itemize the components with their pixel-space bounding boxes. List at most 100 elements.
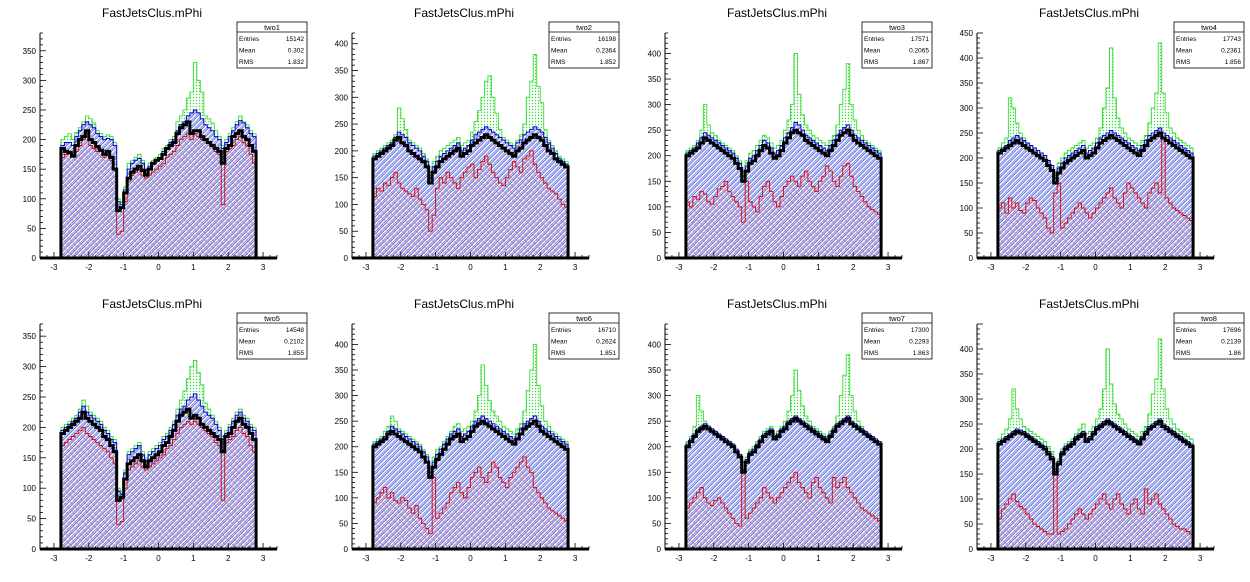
y-tick-label: 300 — [335, 392, 349, 401]
x-tick-label: 2 — [1163, 554, 1168, 563]
histogram-pad: FastJetsClus.mPhi -3 -2 -1 0 1 2 3 0 50 100 150 200 2… — [625, 291, 937, 582]
x-tick-label: -1 — [1057, 554, 1065, 563]
histogram-svg: FastJetsClus.mPhi -3 -2 -1 0 1 2 3 0 50 100 150 200 2… — [648, 6, 933, 272]
stats-value: 1.86 — [1228, 350, 1241, 357]
stats-label: Mean — [239, 339, 256, 346]
histogram-series-black — [352, 133, 589, 260]
x-tick-label: 2 — [1163, 263, 1168, 272]
stats-label: Mean — [1176, 339, 1193, 346]
y-tick-label: 0 — [32, 545, 37, 554]
y-tick-label: 100 — [335, 494, 349, 503]
y-tick-label: 350 — [335, 366, 349, 375]
histogram-svg: FastJetsClus.mPhi -3 -2 -1 0 1 2 3 0 50 100 150 200 2… — [960, 297, 1245, 563]
histogram-pad: FastJetsClus.mPhi -3 -2 -1 0 1 2 3 0 50 100 150 200 2… — [937, 291, 1249, 582]
x-tick-label: -3 — [987, 554, 995, 563]
x-tick-label: -1 — [1057, 263, 1065, 272]
stats-value: 17571 — [911, 36, 929, 43]
x-tick-label: 3 — [573, 554, 578, 563]
y-tick-label: 50 — [27, 515, 36, 524]
y-tick-label: 300 — [335, 93, 349, 102]
stats-name: two2 — [576, 23, 592, 32]
stats-name: two8 — [1201, 314, 1217, 323]
stats-label: Entries — [239, 36, 260, 43]
stats-value: 1.867 — [913, 59, 930, 66]
stats-label: RMS — [239, 59, 254, 66]
stats-value: 1.863 — [913, 350, 930, 357]
histogram-series-red — [40, 420, 277, 550]
y-tick-label: 250 — [23, 393, 37, 402]
y-tick-label: 0 — [32, 254, 37, 263]
histogram-svg: FastJetsClus.mPhi -3 -2 -1 0 1 2 3 0 50 100 150 200 2… — [335, 297, 620, 563]
y-tick-label: 150 — [648, 177, 662, 186]
x-tick-label: 2 — [538, 263, 543, 272]
y-tick-label: 100 — [335, 200, 349, 209]
histogram-pad: FastJetsClus.mPhi -3 -2 -1 0 1 2 3 0 50 100 150 200 2… — [312, 0, 624, 291]
y-tick-label: 250 — [960, 129, 974, 138]
x-tick-label: 1 — [503, 263, 508, 272]
y-tick-label: 350 — [960, 79, 974, 88]
x-tick-label: 1 — [816, 263, 821, 272]
y-tick-label: 150 — [960, 470, 974, 479]
y-tick-label: 400 — [960, 54, 974, 63]
y-tick-label: 0 — [969, 254, 974, 263]
x-tick-label: 3 — [261, 263, 266, 272]
y-tick-label: 200 — [648, 152, 662, 161]
x-tick-label: 3 — [261, 554, 266, 563]
y-tick-label: 250 — [335, 417, 349, 426]
stats-label: RMS — [864, 350, 879, 357]
stats-label: RMS — [1176, 59, 1191, 66]
x-tick-label: 0 — [156, 263, 161, 272]
stats-name: two4 — [1201, 23, 1217, 32]
y-tick-label: 100 — [648, 494, 662, 503]
stats-value: 0.2361 — [1221, 48, 1241, 55]
x-tick-label: -2 — [85, 263, 93, 272]
y-tick-label: 350 — [648, 75, 662, 84]
chart-title: FastJetsClus.mPhi — [414, 297, 514, 311]
stats-value: 0.2293 — [909, 339, 929, 346]
stats-value: 0.2624 — [596, 339, 616, 346]
x-tick-label: -3 — [362, 554, 370, 563]
histogram-pad: FastJetsClus.mPhi -3 -2 -1 0 1 2 3 0 50 100 150 200 2… — [937, 0, 1249, 291]
stats-value: 17300 — [911, 327, 929, 334]
x-tick-label: 2 — [226, 263, 231, 272]
chart-title: FastJetsClus.mPhi — [102, 6, 202, 20]
stats-value: 16710 — [598, 327, 616, 334]
x-tick-label: 1 — [503, 554, 508, 563]
stats-label: Entries — [239, 327, 260, 334]
histogram-svg: FastJetsClus.mPhi -3 -2 -1 0 1 2 3 0 50 100 150 200 2… — [648, 297, 933, 563]
chart-title: FastJetsClus.mPhi — [727, 6, 827, 20]
y-tick-label: 250 — [648, 126, 662, 135]
x-tick-label: 2 — [538, 554, 543, 563]
stats-label: Entries — [1176, 36, 1197, 43]
x-tick-label: -2 — [85, 554, 93, 563]
y-tick-label: 450 — [960, 29, 974, 38]
x-tick-label: 0 — [781, 554, 786, 563]
y-tick-label: 300 — [648, 392, 662, 401]
y-tick-label: 400 — [648, 49, 662, 58]
y-tick-label: 100 — [23, 195, 37, 204]
chart-title: FastJetsClus.mPhi — [1039, 6, 1139, 20]
stats-label: Mean — [1176, 48, 1193, 55]
y-tick-label: 350 — [648, 366, 662, 375]
x-tick-label: -2 — [397, 263, 405, 272]
x-tick-label: -3 — [675, 263, 683, 272]
histogram-series-black — [40, 120, 277, 260]
stats-box: two5 Entries 14548 Mean 0.2102 RMS 1.855 — [236, 312, 308, 360]
x-tick-label: 2 — [851, 263, 856, 272]
histogram-series-black — [40, 407, 277, 551]
x-tick-label: -2 — [1022, 554, 1030, 563]
x-tick-label: 1 — [191, 263, 196, 272]
x-tick-label: 1 — [1128, 263, 1133, 272]
y-tick-label: 400 — [335, 340, 349, 349]
x-tick-label: -1 — [745, 554, 753, 563]
x-tick-label: -1 — [432, 263, 440, 272]
histogram-svg: FastJetsClus.mPhi -3 -2 -1 0 1 2 3 0 50 100 150 200 2… — [335, 6, 620, 272]
y-tick-label: 150 — [23, 165, 37, 174]
x-tick-label: 1 — [816, 554, 821, 563]
y-tick-label: 250 — [23, 106, 37, 115]
y-tick-label: 100 — [648, 203, 662, 212]
histogram-svg: FastJetsClus.mPhi -3 -2 -1 0 1 2 3 0 50 100 150 200 2… — [960, 6, 1245, 272]
y-tick-label: 350 — [23, 332, 37, 341]
histogram-series-red — [665, 162, 902, 259]
histogram-series-black — [977, 420, 1214, 551]
